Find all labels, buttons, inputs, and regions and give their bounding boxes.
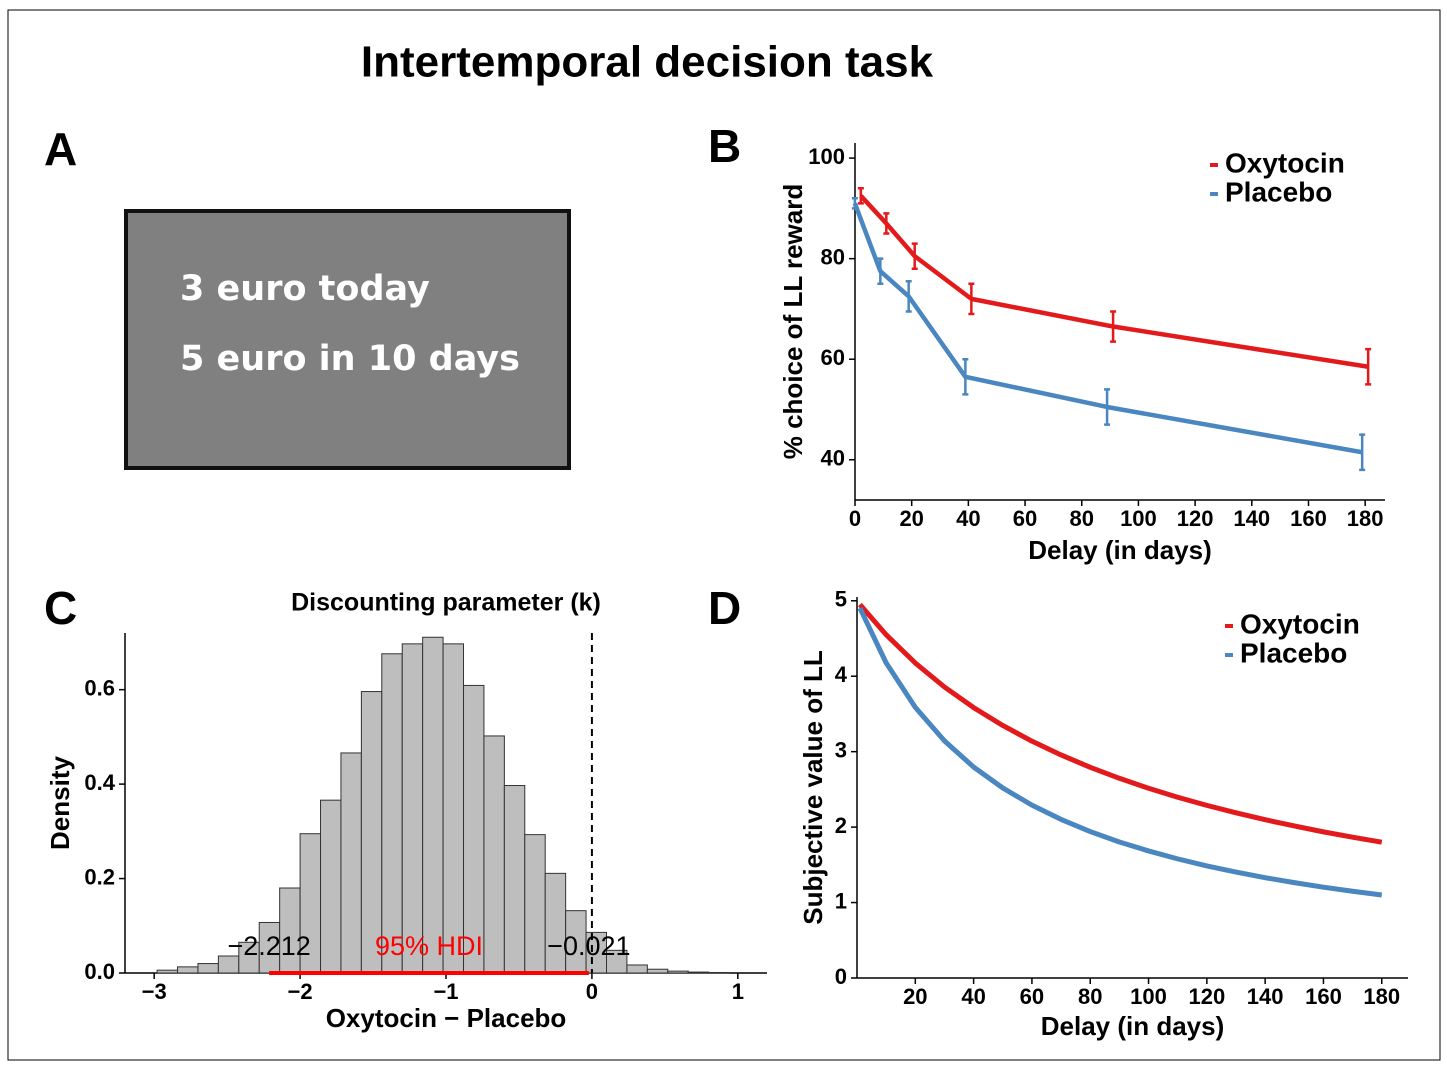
x-tick-label: 20	[899, 506, 923, 531]
histogram-bar	[381, 653, 403, 974]
hdi-label: 95% HDI	[375, 931, 483, 961]
y-tick-label: 3	[835, 737, 847, 762]
panel-letter: B	[708, 120, 741, 172]
y-tick-label: 2	[835, 813, 847, 838]
error-bar	[1104, 388, 1111, 426]
figure-title: Intertemporal decision task	[361, 38, 934, 87]
x-axis-label: Delay (in days)	[1041, 1011, 1225, 1041]
x-tick-label: −1	[433, 979, 458, 1004]
histogram-bar	[503, 785, 526, 974]
x-axis-label: Delay (in days)	[1028, 535, 1212, 565]
y-tick-label: 40	[821, 446, 845, 471]
y-axis-label: Density	[45, 756, 75, 850]
x-tick-label: −3	[142, 979, 167, 1004]
x-tick-label: 1	[732, 979, 744, 1004]
y-axis-label: Subjective value of LL	[798, 650, 828, 925]
histogram-bar	[606, 949, 628, 974]
histogram-bar	[422, 636, 444, 974]
histogram-bar	[340, 752, 362, 974]
panel-letter: A	[44, 123, 77, 175]
histogram-bar	[442, 643, 465, 974]
y-tick-label: 0.6	[84, 675, 115, 700]
y-tick-label: 100	[808, 144, 845, 169]
error-bar	[883, 212, 890, 235]
x-tick-label: 0	[849, 506, 861, 531]
error-bar	[1365, 347, 1372, 386]
x-tick-label: 160	[1290, 506, 1327, 531]
error-bar	[962, 357, 969, 396]
x-tick-label: 160	[1305, 984, 1342, 1009]
x-tick-label: 80	[1069, 506, 1093, 531]
series-line	[857, 607, 1383, 898]
x-tick-label: 120	[1177, 506, 1214, 531]
x-tick-label: 40	[956, 506, 980, 531]
x-tick-label: −2	[288, 979, 313, 1004]
y-tick-label: 5	[835, 587, 847, 612]
error-bar	[857, 187, 864, 205]
x-tick-label: 80	[1078, 984, 1102, 1009]
x-tick-label: 120	[1188, 984, 1225, 1009]
stimulus-box	[124, 209, 571, 470]
y-tick-label: 0	[835, 964, 847, 989]
histogram-bar	[177, 966, 199, 974]
x-tick-label: 100	[1130, 984, 1167, 1009]
x-tick-label: 100	[1120, 506, 1157, 531]
chart-title: Discounting parameter (k)	[291, 589, 601, 617]
histogram-bar	[483, 735, 505, 974]
hdi-bound-label: −0.021	[547, 931, 630, 961]
panel-letter: D	[708, 582, 741, 634]
error-bar	[905, 280, 912, 313]
legend-label: Oxytocin	[1240, 608, 1360, 639]
x-tick-label: 140	[1247, 984, 1284, 1009]
error-bar	[911, 242, 918, 270]
y-tick-label: 80	[821, 244, 845, 269]
histogram-bar	[320, 799, 342, 974]
stimulus-text: 3 euro today	[180, 269, 430, 309]
histogram-bar	[626, 964, 648, 974]
x-tick-label: 60	[1020, 984, 1044, 1009]
histogram-bar	[463, 684, 485, 974]
x-tick-label: 60	[1013, 506, 1037, 531]
error-bar	[1359, 433, 1366, 472]
histogram-bar	[524, 834, 546, 974]
y-tick-label: 60	[821, 345, 845, 370]
legend-label: Oxytocin	[1225, 147, 1345, 178]
series-line	[858, 602, 1383, 845]
panel-letter: C	[44, 582, 77, 634]
histogram-bar	[667, 970, 689, 974]
stimulus-text: 5 euro in 10 days	[180, 339, 520, 379]
x-tick-label: 180	[1363, 984, 1400, 1009]
series-line	[852, 202, 1363, 455]
error-bar	[851, 197, 858, 210]
hdi-bound-label: −2.212	[227, 931, 310, 961]
y-tick-label: 0.0	[84, 959, 115, 984]
histogram-bar	[646, 968, 669, 974]
histogram-bar	[401, 643, 424, 974]
histogram-bar	[197, 963, 219, 974]
y-tick-label: 1	[835, 888, 847, 913]
y-axis-label: % choice of LL reward	[778, 184, 808, 459]
x-axis-label: Oxytocin − Placebo	[326, 1003, 567, 1033]
y-tick-label: 0.4	[84, 770, 115, 795]
legend-label: Placebo	[1240, 637, 1347, 668]
series-line	[859, 194, 1369, 369]
histogram-bar	[156, 969, 179, 974]
x-tick-label: 0	[586, 979, 598, 1004]
error-bar	[1110, 310, 1117, 343]
histogram-bar	[687, 971, 710, 974]
y-tick-label: 0.2	[84, 864, 115, 889]
error-bar	[877, 257, 884, 286]
x-tick-label: 40	[961, 984, 985, 1009]
legend-label: Placebo	[1225, 176, 1332, 207]
x-tick-label: 180	[1347, 506, 1384, 531]
error-bar	[968, 282, 975, 316]
frame	[7, 9, 1441, 1061]
x-tick-label: 20	[903, 984, 927, 1009]
y-tick-label: 4	[835, 662, 848, 687]
x-tick-label: 140	[1233, 506, 1270, 531]
